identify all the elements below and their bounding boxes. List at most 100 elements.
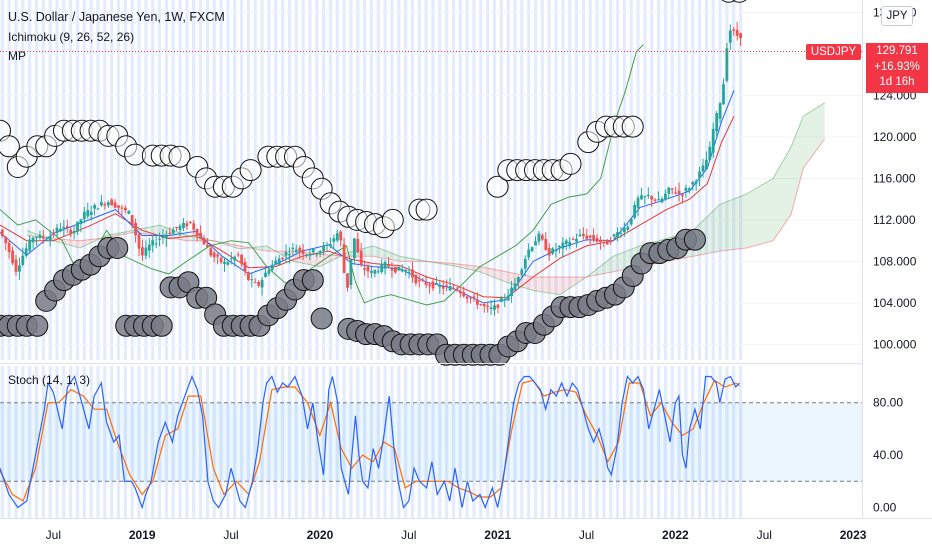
candle-body [684, 187, 688, 191]
candle-body [315, 253, 319, 255]
week-stripe [520, 366, 524, 518]
candle-body [380, 263, 384, 272]
candle-body [127, 210, 131, 214]
candle-body [629, 218, 633, 225]
mp-lower-circle [106, 237, 129, 259]
cloud-segment [442, 262, 447, 265]
cloud-segment [129, 230, 134, 234]
candle-body [633, 204, 636, 218]
candle-body [76, 221, 79, 232]
ichimoku-lines [0, 44, 735, 306]
candle-body [496, 304, 500, 308]
week-stripe [185, 0, 189, 360]
cloud-segment [367, 246, 372, 257]
mp-legend[interactable]: MP [8, 49, 26, 63]
candle-body [158, 238, 161, 240]
week-stripe [725, 366, 729, 518]
week-stripe [178, 0, 182, 360]
currency-button[interactable]: JPY [881, 6, 913, 26]
week-stripe [404, 366, 408, 518]
week-stripe [451, 366, 456, 518]
week-stripe [144, 0, 148, 360]
week-stripe [185, 366, 189, 518]
candle-body [247, 272, 250, 280]
cloud-segment [190, 236, 194, 241]
mp-upper-circle [239, 159, 262, 182]
week-stripe [739, 366, 743, 518]
week-stripe [89, 0, 93, 360]
candle-body [725, 48, 729, 81]
mp-upper-circle [732, 0, 747, 3]
candle-body [14, 259, 18, 272]
candle-body [394, 266, 397, 273]
week-stripe [123, 366, 127, 518]
cloud-segment [229, 243, 233, 247]
price-tag-change: +16.93% [874, 60, 920, 73]
week-stripe [424, 0, 428, 360]
cloud-segment [143, 227, 148, 235]
cloud-segment [232, 244, 237, 248]
week-stripe [130, 0, 134, 360]
week-stripe [595, 0, 599, 360]
week-stripe [574, 0, 579, 360]
week-stripe [513, 366, 517, 518]
candle-body [643, 196, 647, 198]
cloud-segment [495, 269, 500, 280]
ichimoku-legend[interactable]: Ichimoku (9, 26, 52, 26) [8, 30, 135, 44]
cloud-segment [215, 241, 219, 243]
cloud-segment [65, 239, 70, 246]
week-stripe [533, 366, 538, 518]
week-stripe [458, 366, 462, 518]
week-stripe [376, 366, 380, 518]
cloud-segment [72, 240, 77, 247]
cloud-segment [762, 182, 767, 244]
week-stripe [116, 366, 121, 518]
cloud-segment [744, 192, 749, 249]
candle-body [356, 239, 360, 253]
cloud-segment [126, 231, 130, 234]
week-stripe [397, 0, 401, 360]
week-stripe [581, 366, 585, 518]
stoch-k-line [0, 374, 740, 510]
candle-body [216, 254, 219, 257]
candle-body [223, 261, 226, 264]
cloud-segment [154, 225, 159, 236]
time-tick-label: Jul [757, 528, 772, 542]
candle-body [387, 264, 390, 267]
candle-body [62, 227, 66, 229]
week-stripe [404, 0, 408, 360]
week-stripe [205, 366, 209, 518]
candle-body [431, 281, 435, 289]
mp-upper-circle [721, 0, 736, 3]
week-stripe [636, 366, 640, 518]
candle-body [722, 84, 725, 105]
candle-body [281, 257, 284, 259]
candle-body [605, 239, 609, 245]
candle-body [219, 257, 223, 263]
cloud-segment [783, 153, 788, 226]
candle-body [441, 286, 445, 289]
candle-body [677, 190, 681, 195]
candle-body [4, 236, 8, 244]
week-stripe [164, 366, 168, 518]
chart-title: U.S. Dollar / Japanese Yen, 1W, FXCM [8, 10, 225, 24]
cloud-segment [485, 267, 489, 276]
week-stripe [171, 366, 175, 518]
candle-body [435, 283, 438, 284]
cloud-segment [364, 247, 368, 257]
candle-body [335, 233, 339, 241]
week-stripe [465, 0, 469, 360]
candle-body [195, 229, 199, 236]
lagging-span-line [0, 44, 644, 306]
cloud-segment [247, 247, 251, 249]
price-tick-label: 116.000 [873, 171, 916, 185]
candle-body [540, 235, 544, 240]
cloud-segment [570, 277, 575, 288]
week-stripe [110, 366, 114, 518]
cloud-segment [428, 261, 432, 263]
week-stripe [7, 0, 11, 360]
cloud-segment [279, 251, 283, 256]
time-tick-label: Jul [223, 528, 238, 542]
stoch-legend[interactable]: Stoch (14, 1, 3) [8, 373, 91, 387]
